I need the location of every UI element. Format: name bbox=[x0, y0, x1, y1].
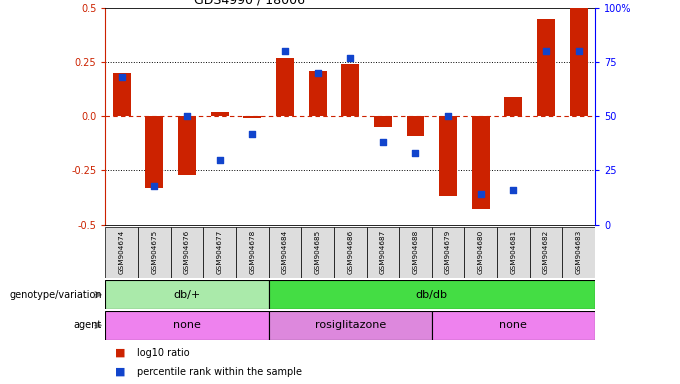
Bar bbox=[505, 97, 522, 116]
Bar bbox=[472, 116, 490, 209]
Bar bbox=[309, 71, 326, 116]
Point bbox=[214, 157, 225, 163]
Bar bbox=[399, 227, 432, 278]
Bar bbox=[211, 112, 228, 116]
Point bbox=[279, 48, 290, 54]
Text: GSM904682: GSM904682 bbox=[543, 229, 549, 273]
Bar bbox=[407, 116, 424, 136]
Bar bbox=[439, 116, 457, 197]
Text: GSM904675: GSM904675 bbox=[152, 229, 157, 273]
Point bbox=[312, 70, 323, 76]
Point bbox=[149, 182, 160, 189]
Bar bbox=[432, 311, 595, 340]
Bar bbox=[530, 227, 562, 278]
Bar bbox=[432, 227, 464, 278]
Bar bbox=[570, 8, 588, 116]
Bar bbox=[146, 116, 163, 188]
Text: ■: ■ bbox=[115, 367, 126, 377]
Text: GSM904684: GSM904684 bbox=[282, 229, 288, 273]
Bar bbox=[276, 58, 294, 116]
Point bbox=[247, 131, 258, 137]
Bar bbox=[178, 116, 196, 175]
Text: GSM904686: GSM904686 bbox=[347, 229, 353, 273]
Bar bbox=[334, 227, 367, 278]
Bar bbox=[464, 227, 497, 278]
Text: agent: agent bbox=[73, 320, 102, 331]
Text: GSM904678: GSM904678 bbox=[250, 229, 255, 273]
Bar bbox=[562, 227, 595, 278]
Text: ■: ■ bbox=[115, 348, 126, 358]
Point bbox=[475, 191, 486, 197]
Text: genotype/variation: genotype/variation bbox=[10, 290, 102, 300]
Bar bbox=[374, 116, 392, 127]
Bar bbox=[105, 311, 269, 340]
Text: log10 ratio: log10 ratio bbox=[137, 348, 190, 358]
Point bbox=[116, 74, 127, 80]
Bar bbox=[138, 227, 171, 278]
Point bbox=[410, 150, 421, 156]
Bar bbox=[497, 227, 530, 278]
Bar bbox=[269, 311, 432, 340]
Text: GSM904681: GSM904681 bbox=[511, 229, 516, 273]
Bar bbox=[105, 227, 138, 278]
Text: GSM904680: GSM904680 bbox=[478, 229, 483, 273]
Text: GSM904676: GSM904676 bbox=[184, 229, 190, 273]
Bar bbox=[367, 227, 399, 278]
Text: GSM904683: GSM904683 bbox=[576, 229, 581, 273]
Text: GDS4990 / 18006: GDS4990 / 18006 bbox=[194, 0, 305, 7]
Bar bbox=[537, 18, 555, 116]
Bar bbox=[243, 116, 261, 118]
Text: db/+: db/+ bbox=[173, 290, 201, 300]
Bar bbox=[301, 227, 334, 278]
Text: rosiglitazone: rosiglitazone bbox=[315, 320, 386, 331]
Point bbox=[508, 187, 519, 193]
Text: none: none bbox=[173, 320, 201, 331]
Text: none: none bbox=[500, 320, 527, 331]
Point bbox=[345, 55, 356, 61]
Text: GSM904685: GSM904685 bbox=[315, 229, 320, 273]
Bar bbox=[236, 227, 269, 278]
Text: GSM904687: GSM904687 bbox=[380, 229, 386, 273]
Point bbox=[377, 139, 388, 145]
Text: db/db: db/db bbox=[415, 290, 448, 300]
Text: GSM904679: GSM904679 bbox=[445, 229, 451, 273]
Point bbox=[182, 113, 192, 119]
Text: GSM904688: GSM904688 bbox=[413, 229, 418, 273]
Bar bbox=[113, 73, 131, 116]
Bar bbox=[341, 64, 359, 116]
Point bbox=[443, 113, 454, 119]
Bar bbox=[171, 227, 203, 278]
Point bbox=[541, 48, 551, 54]
Point bbox=[573, 48, 584, 54]
Bar bbox=[203, 227, 236, 278]
Text: percentile rank within the sample: percentile rank within the sample bbox=[137, 367, 302, 377]
Bar bbox=[269, 227, 301, 278]
Bar bbox=[269, 280, 595, 309]
Text: GSM904674: GSM904674 bbox=[119, 229, 124, 273]
Text: GSM904677: GSM904677 bbox=[217, 229, 222, 273]
Bar bbox=[105, 280, 269, 309]
